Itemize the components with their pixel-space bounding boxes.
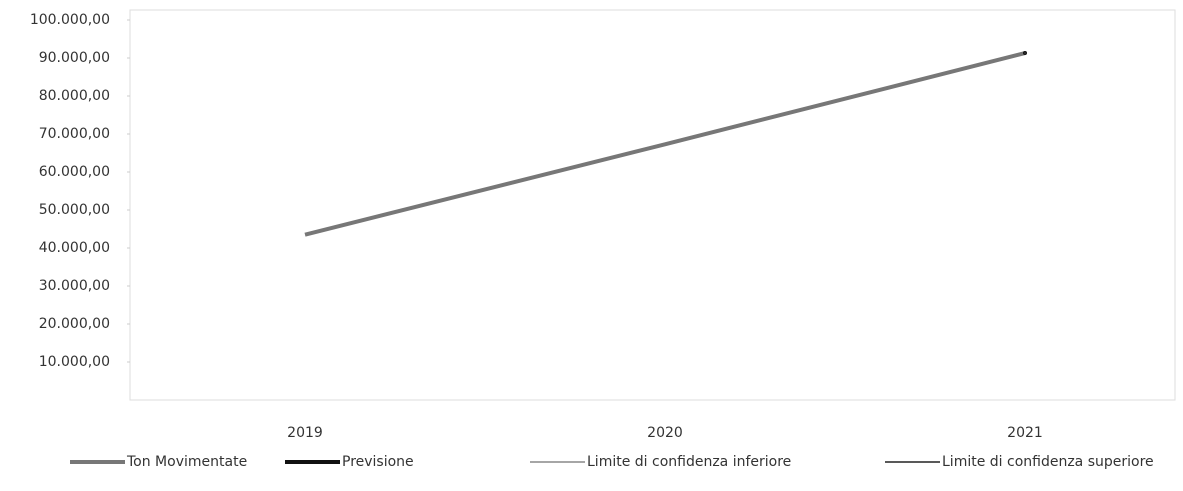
y-tick-label: 100.000,00	[30, 12, 110, 28]
legend-label: Previsione	[342, 454, 414, 470]
y-tick-label: 30.000,00	[39, 278, 110, 294]
x-tick-label: 2020	[647, 425, 683, 441]
y-tick-label: 90.000,00	[39, 50, 110, 66]
y-tick-label: 80.000,00	[39, 88, 110, 104]
y-tick-label: 50.000,00	[39, 202, 110, 218]
y-tick-label: 60.000,00	[39, 164, 110, 180]
legend-label: Limite di confidenza inferiore	[587, 454, 791, 470]
legend-label: Ton Movimentate	[126, 454, 247, 470]
series-point	[1024, 52, 1026, 54]
x-tick-label: 2019	[287, 425, 323, 441]
series-line	[304, 51, 1026, 237]
legend-label: Limite di confidenza superiore	[942, 454, 1154, 470]
y-tick-label: 10.000,00	[39, 354, 110, 370]
x-tick-label: 2021	[1007, 425, 1043, 441]
y-tick-label: 40.000,00	[39, 240, 110, 256]
y-tick-label: 20.000,00	[39, 316, 110, 332]
plot-area	[129, 9, 1176, 401]
y-tick-label: 70.000,00	[39, 126, 110, 142]
